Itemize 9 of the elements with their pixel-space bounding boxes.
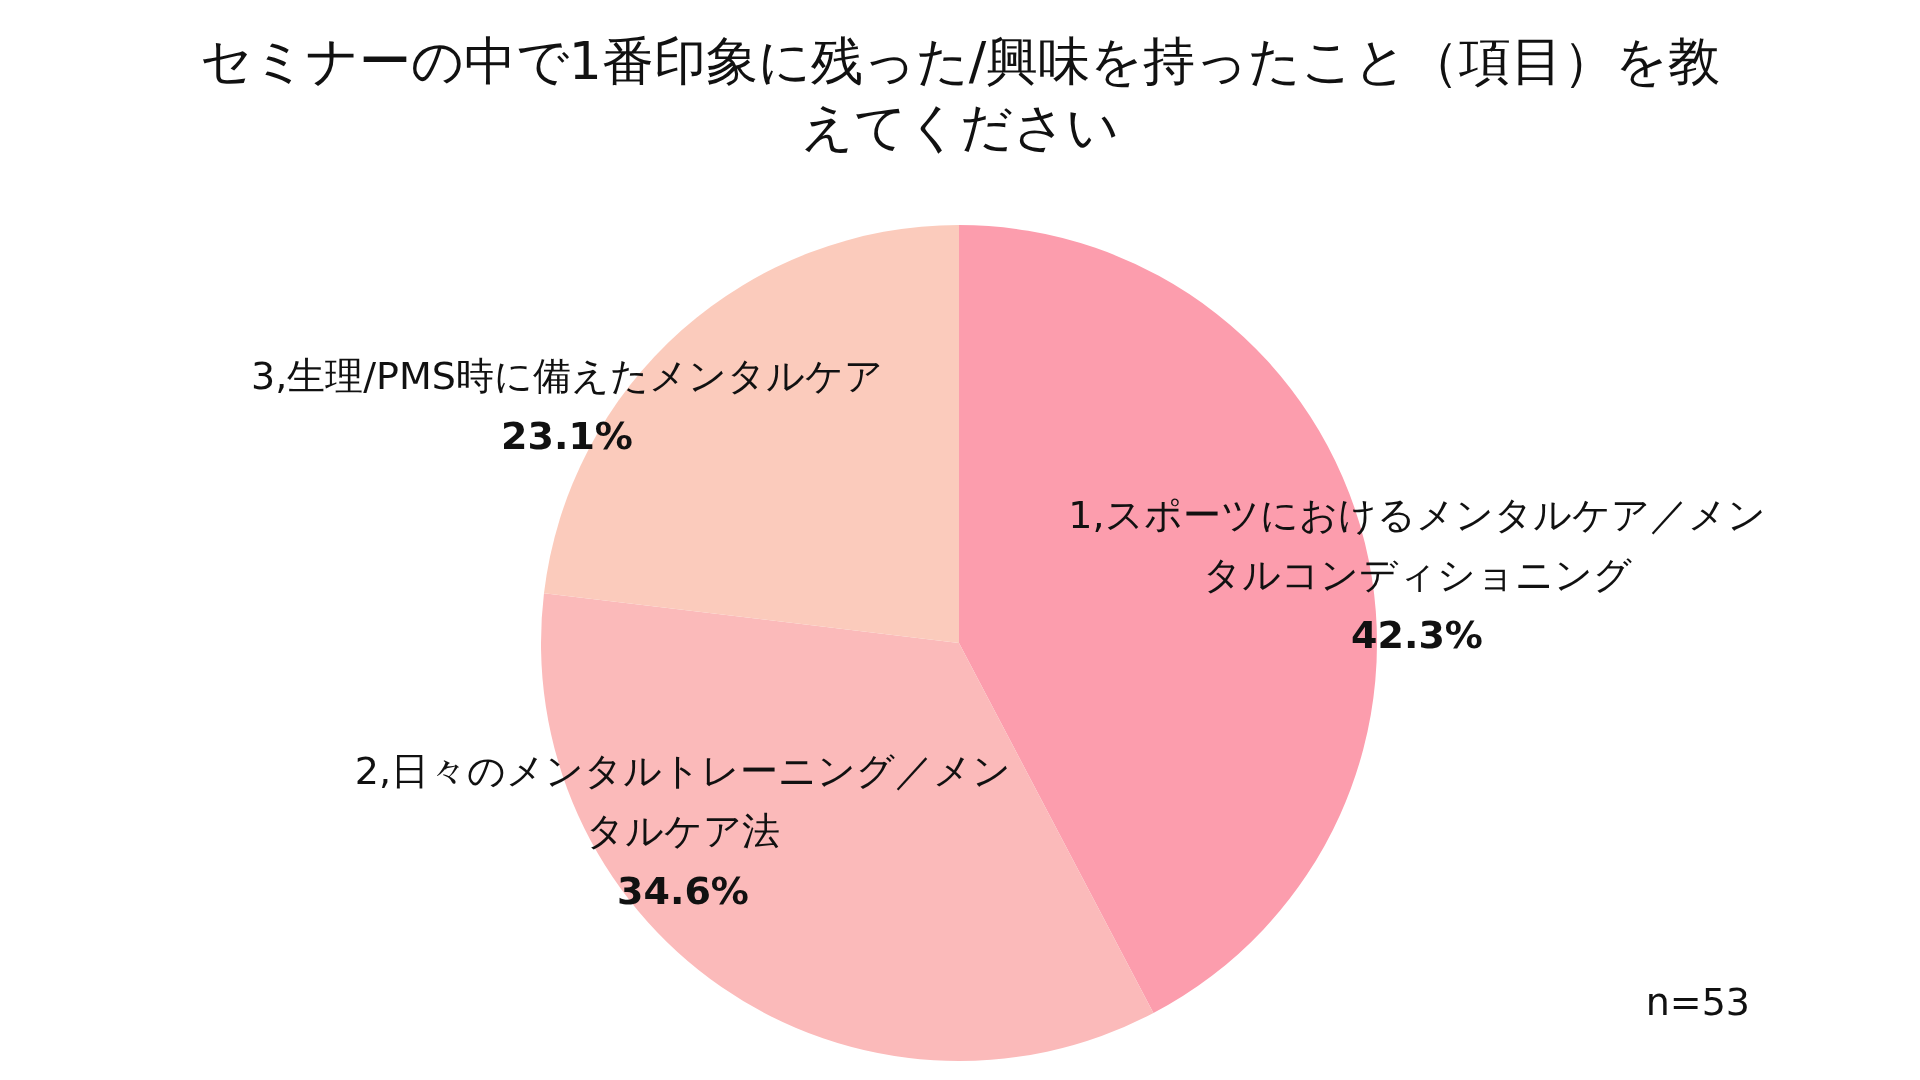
data-label: 42.3% xyxy=(1350,612,1484,659)
slice-label: 1,スポーツにおけるメンタルケア／メンタルコンディショニング xyxy=(1067,492,1767,599)
text: n=53 xyxy=(1645,980,1750,1024)
pie-slice xyxy=(541,593,1154,1061)
slice-label: 3,生理/PMS時に備えたメンタルケア xyxy=(250,353,884,400)
chart-title: セミナーの中で1番印象に残った/興味を持ったこと（項目）を教えてください xyxy=(198,30,1722,159)
data-label: 23.1% xyxy=(500,413,634,460)
data-label: 34.6% xyxy=(616,868,750,915)
slice-label: 2,日々のメンタルトレーニング／メンタルケア法 xyxy=(353,748,1013,855)
